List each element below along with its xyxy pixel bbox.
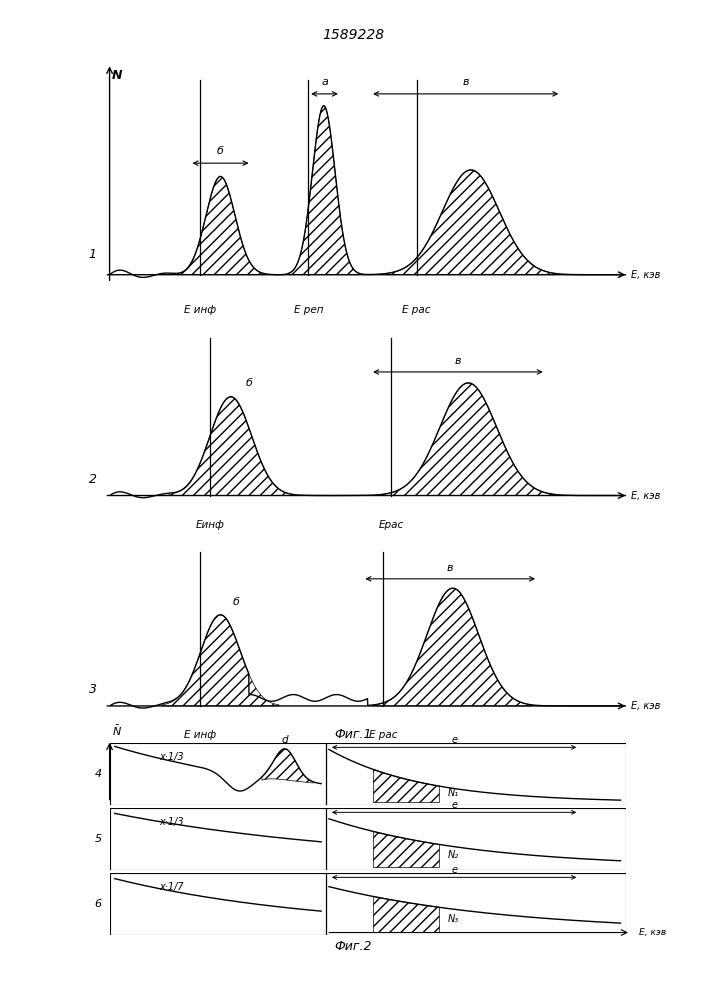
Text: x·1/3: x·1/3: [159, 752, 184, 762]
Text: Е рас: Е рас: [369, 730, 397, 740]
Text: e: e: [451, 735, 457, 745]
Text: N: N: [112, 69, 123, 82]
Text: e: e: [451, 800, 457, 810]
Text: в: в: [447, 563, 453, 573]
Text: E, кэв: E, кэв: [638, 928, 666, 937]
Text: d: d: [281, 735, 288, 745]
Text: Фиг.1: Фиг.1: [334, 728, 373, 741]
Text: Е рас: Е рас: [402, 305, 431, 315]
Text: $\bar{N}$: $\bar{N}$: [112, 724, 122, 738]
Text: 2: 2: [88, 473, 97, 486]
Text: 1: 1: [88, 248, 97, 261]
Text: 1589228: 1589228: [322, 28, 385, 42]
Text: E, кэв: E, кэв: [631, 270, 660, 280]
Text: б: б: [245, 378, 252, 388]
Text: N₁: N₁: [448, 788, 459, 798]
Text: 4: 4: [95, 769, 102, 779]
Text: x·1/7: x·1/7: [159, 882, 184, 892]
Text: 6: 6: [95, 899, 102, 909]
Text: e: e: [451, 865, 457, 875]
Text: Е реп: Е реп: [293, 305, 323, 315]
Text: Еинф: Еинф: [196, 520, 225, 530]
Text: E, кэв: E, кэв: [631, 701, 660, 711]
Text: a: a: [321, 77, 328, 87]
Text: x·1/3: x·1/3: [159, 817, 184, 827]
Text: б: б: [233, 597, 240, 607]
Text: Ерас: Ерас: [378, 520, 404, 530]
Text: Фиг.2: Фиг.2: [334, 940, 373, 953]
Text: Е инф: Е инф: [184, 730, 216, 740]
Text: N₃: N₃: [448, 914, 459, 924]
Text: E, кэв: E, кэв: [631, 491, 660, 501]
Text: в: в: [462, 77, 469, 87]
Text: 3: 3: [88, 683, 97, 696]
Text: N₂: N₂: [448, 850, 459, 860]
Text: 5: 5: [95, 834, 102, 844]
Text: в: в: [455, 356, 461, 366]
Text: б: б: [217, 146, 224, 156]
Text: Е инф: Е инф: [184, 305, 216, 315]
